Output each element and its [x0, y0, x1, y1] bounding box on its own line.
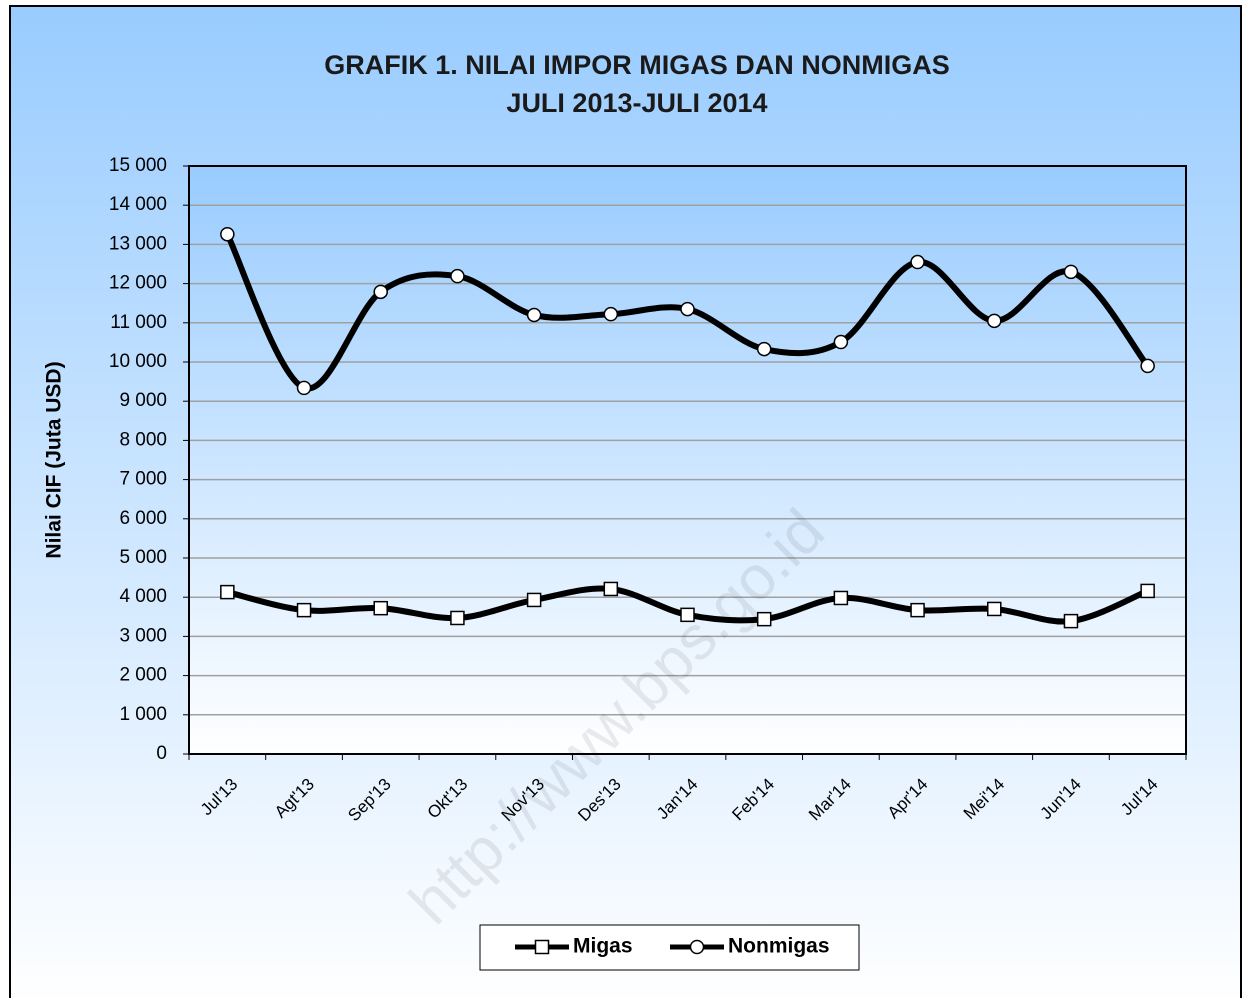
marker — [526, 307, 542, 323]
y-tick-label: 4 000 — [119, 586, 167, 607]
marker — [603, 581, 619, 597]
y-tick-label: 6 000 — [119, 508, 167, 529]
marker — [220, 584, 235, 600]
y-tick-label: 5 000 — [119, 547, 167, 568]
marker — [296, 380, 312, 396]
y-tick-label: 3 000 — [119, 625, 167, 646]
y-tick-label: 8 000 — [119, 429, 167, 450]
y-tick-label: 15 000 — [109, 155, 167, 176]
marker — [680, 607, 695, 623]
y-tick-label: 1 000 — [119, 704, 167, 725]
chart-subtitle: JULI 2013-JULI 2014 — [506, 88, 767, 118]
marker — [603, 306, 619, 322]
chart-title: GRAFIK 1. NILAI IMPOR MIGAS DAN NONMIGAS — [324, 50, 950, 80]
marker — [910, 602, 925, 618]
y-axis-label: Nilai CIF (Juta USD) — [43, 361, 66, 558]
plot-border — [188, 165, 1187, 755]
y-tick-label: 12 000 — [109, 273, 167, 294]
marker — [680, 301, 695, 317]
y-tick-label: 9 000 — [119, 390, 167, 411]
marker — [1140, 583, 1155, 599]
y-tick-label: 11 000 — [110, 312, 167, 333]
y-tick-label: 10 000 — [109, 351, 167, 372]
legend-label: Nonmigas — [728, 935, 830, 958]
marker — [220, 226, 235, 242]
marker — [833, 334, 849, 350]
marker — [373, 600, 388, 616]
y-tick-label: 7 000 — [119, 469, 167, 490]
marker — [373, 284, 388, 300]
marker — [987, 601, 1002, 617]
marker — [910, 254, 925, 270]
marker — [1063, 613, 1079, 629]
marker — [689, 939, 705, 955]
marker — [756, 341, 772, 357]
marker — [526, 592, 542, 608]
marker — [833, 590, 849, 606]
y-tick-label: 13 000 — [109, 233, 167, 254]
marker — [450, 268, 465, 284]
y-tick-label: 14 000 — [109, 194, 167, 215]
marker — [1063, 264, 1079, 280]
marker — [450, 610, 465, 626]
marker — [987, 313, 1002, 329]
legend-label: Migas — [573, 935, 633, 958]
marker — [1140, 358, 1155, 374]
marker — [296, 602, 312, 618]
plot-area — [189, 166, 1186, 754]
y-tick-label: 2 000 — [119, 665, 167, 686]
marker — [534, 939, 550, 955]
y-tick-label: 0 — [156, 743, 167, 764]
marker — [756, 611, 772, 627]
